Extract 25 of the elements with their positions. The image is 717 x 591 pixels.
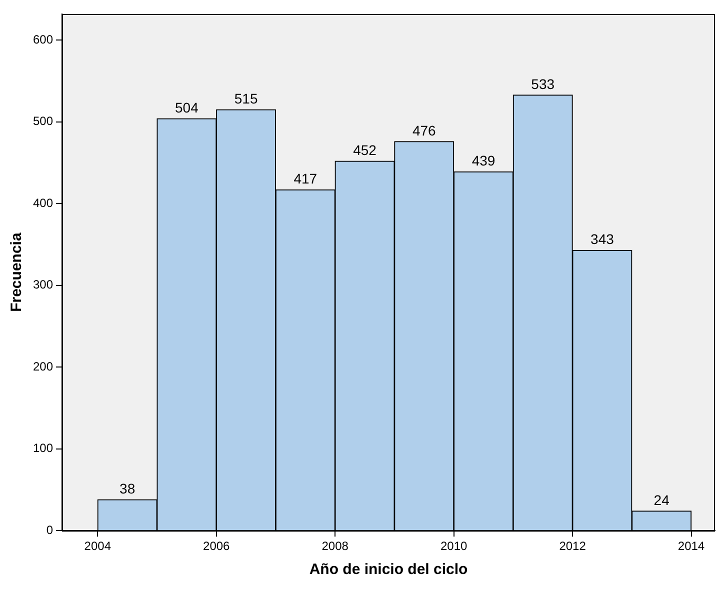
data-label: 439 <box>472 152 496 169</box>
x-axis-title: Año de inicio del ciclo <box>309 561 468 578</box>
y-tick-label: 0 <box>46 522 54 537</box>
x-tick-label: 2004 <box>84 539 112 554</box>
y-tick-label: 500 <box>32 114 54 128</box>
data-label: 504 <box>175 99 199 116</box>
x-tick-label: 2014 <box>678 539 705 554</box>
y-tick-label: 400 <box>32 196 54 210</box>
x-tick-label: 2006 <box>203 539 230 554</box>
x-tick-label: 2012 <box>559 539 586 554</box>
data-label: 417 <box>294 170 318 187</box>
x-tick-label: 2010 <box>440 539 468 554</box>
y-tick-label: 600 <box>32 32 54 46</box>
data-label: 452 <box>353 142 377 158</box>
data-label: 343 <box>590 231 614 248</box>
y-axis-title: Frecuencia <box>8 232 26 312</box>
data-label: 476 <box>412 122 436 138</box>
y-tick-label: 100 <box>32 441 54 456</box>
x-tick-label: 2008 <box>322 539 349 554</box>
data-label: 38 <box>120 480 136 496</box>
data-label: 24 <box>654 492 670 508</box>
y-tick-label: 200 <box>32 359 54 374</box>
y-tick-label: 300 <box>32 278 54 292</box>
data-label: 515 <box>234 90 258 106</box>
data-label: 533 <box>531 76 555 92</box>
